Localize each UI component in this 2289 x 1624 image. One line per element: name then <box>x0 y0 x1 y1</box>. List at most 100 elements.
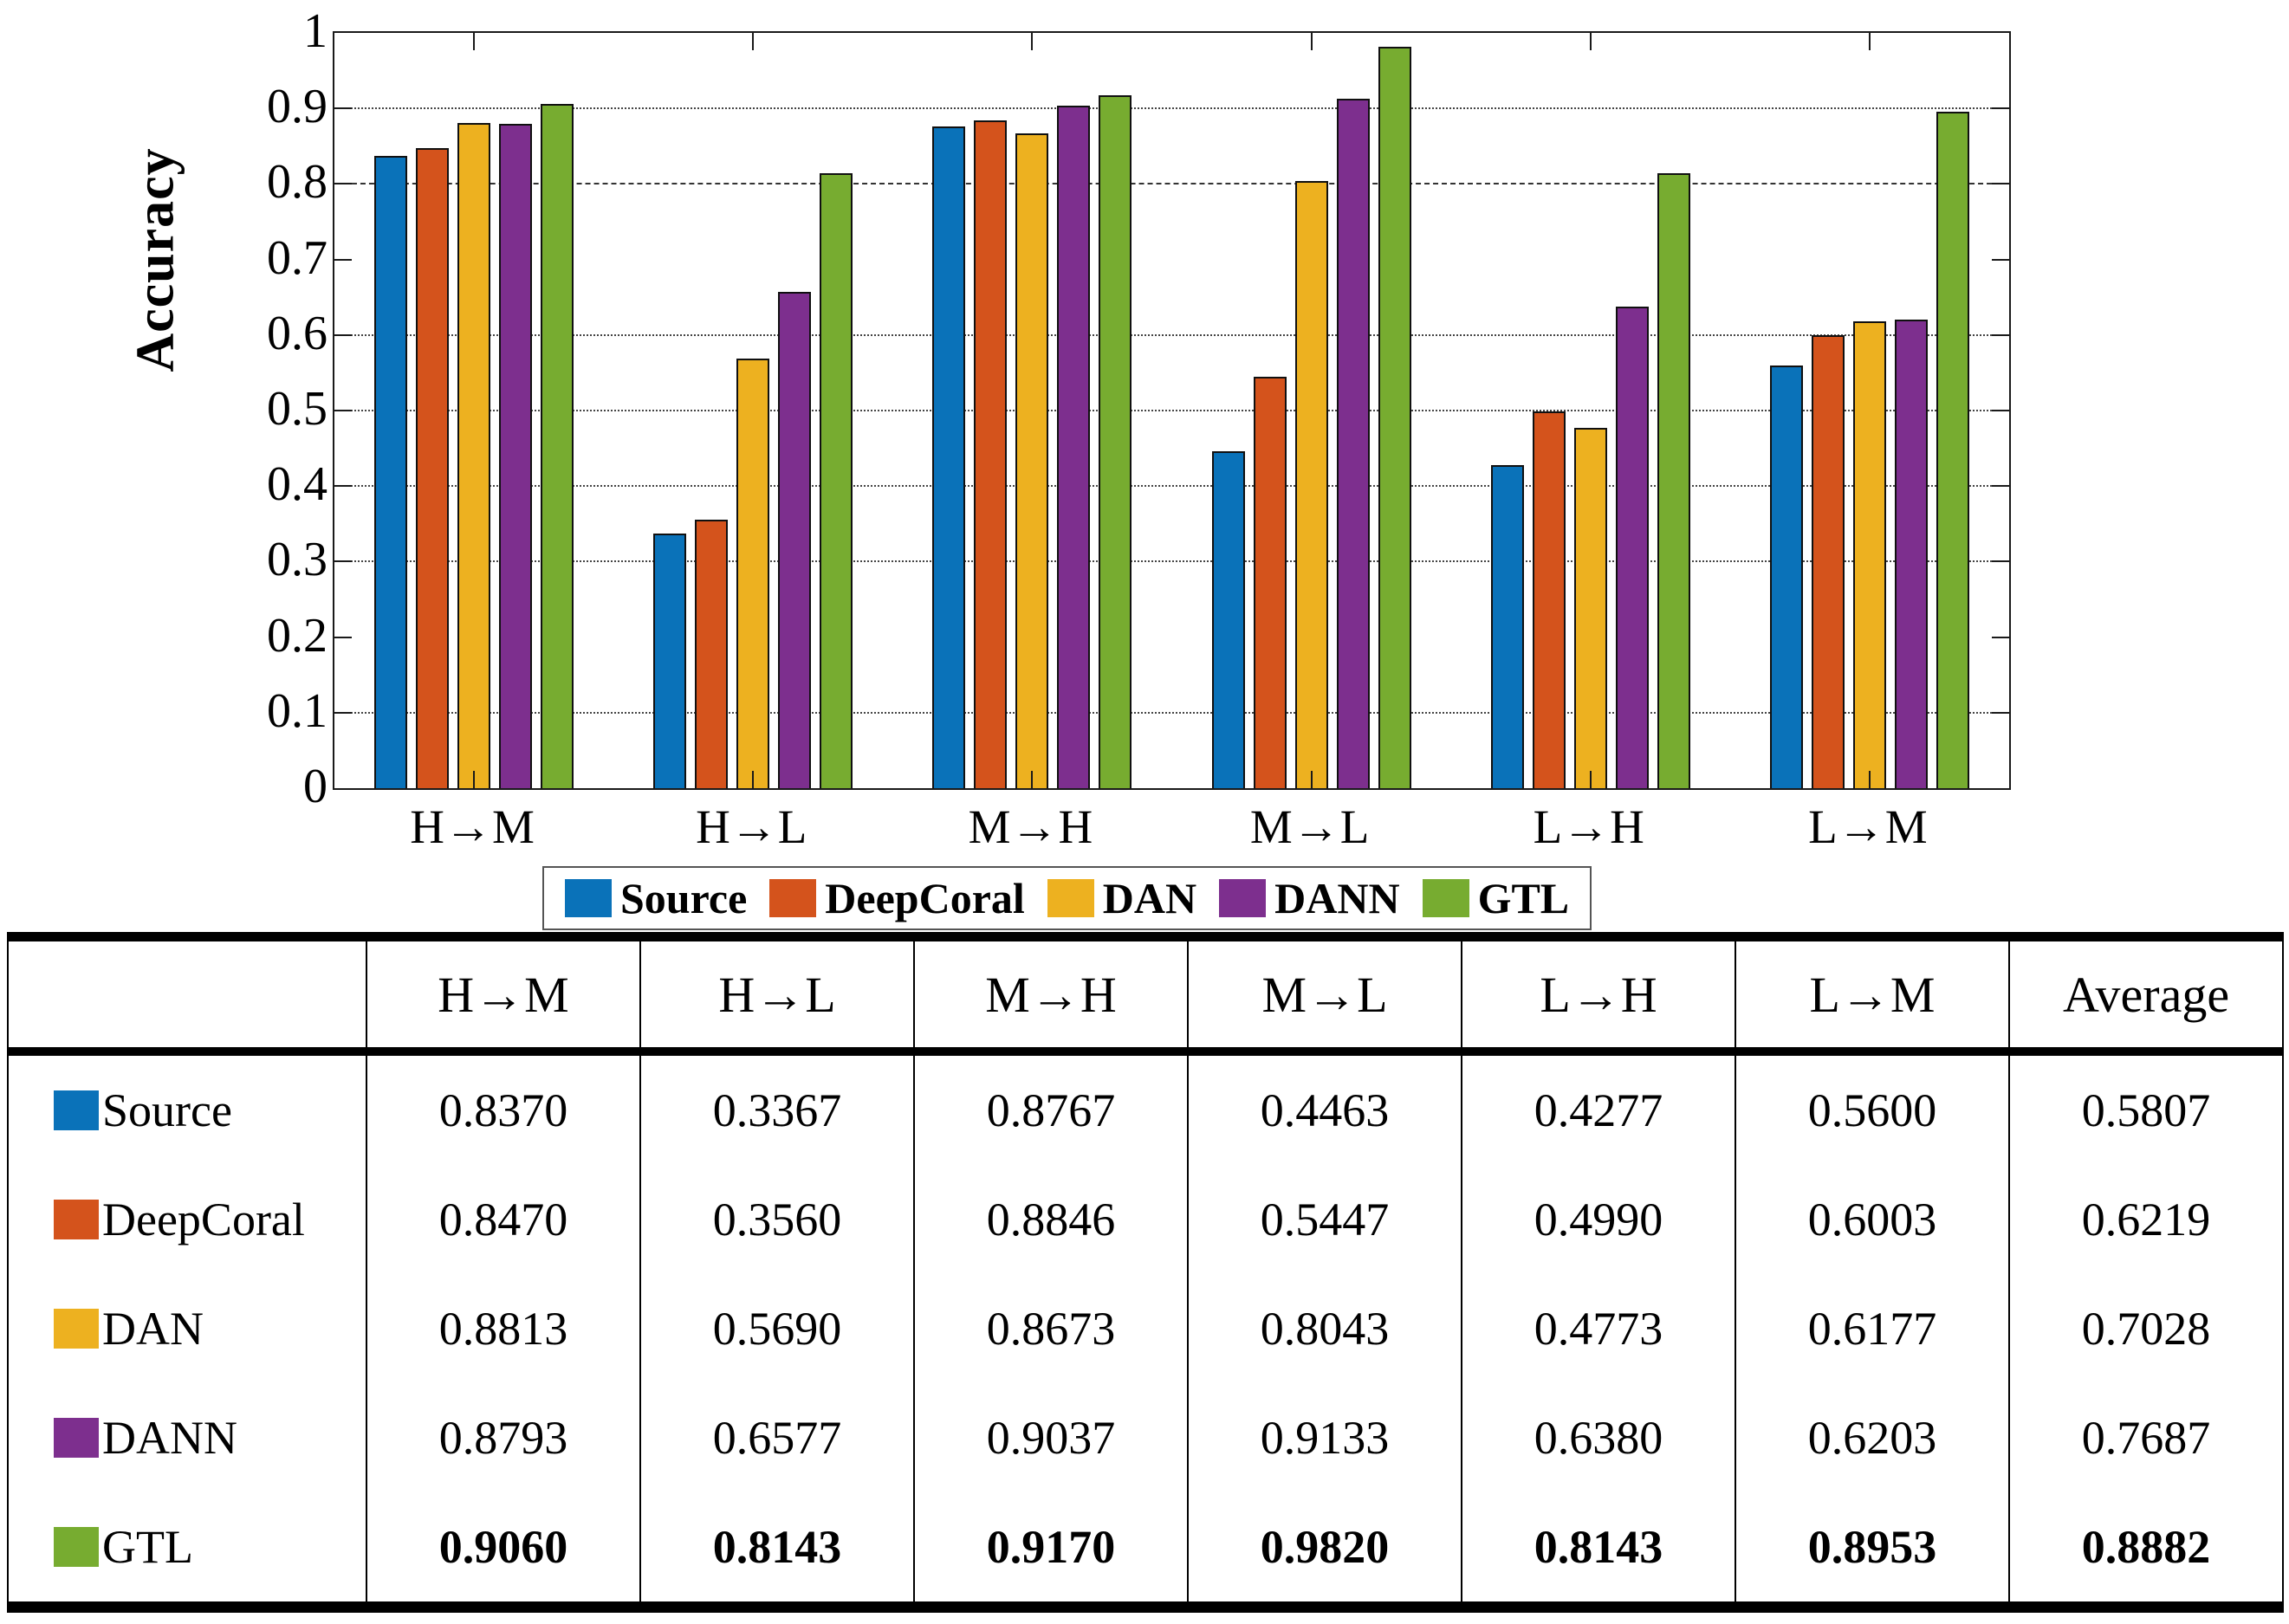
cell-dann-lh: 0.6380 <box>1461 1383 1735 1492</box>
table-header-hm: H→M <box>366 936 640 1056</box>
plot-area <box>333 31 2011 790</box>
results-table-header: H→M H→L M→H M→L L→H L→M Average <box>8 936 2283 1056</box>
table-row-dann: DANN 0.8793 0.6577 0.9037 0.9133 0.6380 0.6203… <box>8 1383 2283 1492</box>
y-tick-left-0.8 <box>334 183 352 185</box>
bar-gtl-hl <box>820 172 853 788</box>
x-tick-bottom-lh <box>1589 771 1592 788</box>
bar-deepcoral-ml <box>1253 377 1287 788</box>
cell-dan-hm: 0.8813 <box>366 1274 640 1383</box>
y-tick-right-0.1 <box>1992 711 2009 714</box>
bar-deepcoral-hm <box>416 148 450 788</box>
x-tick-label-mh: M→H <box>968 800 1093 853</box>
y-tick-left-0.6 <box>334 333 352 336</box>
cell-deepcoral-hm: 0.8470 <box>366 1165 640 1274</box>
row-label-text-deepcoral: DeepCoral <box>102 1194 305 1245</box>
y-tick-left-0.1 <box>334 711 352 714</box>
cell-gtl-lh: 0.8143 <box>1461 1492 1735 1608</box>
x-tick-top-lh <box>1589 33 1592 50</box>
table-header-lh: L→H <box>1461 936 1735 1056</box>
legend-label-gtl: GTL <box>1477 874 1570 922</box>
y-tick-right-0.7 <box>1992 258 2009 261</box>
table-row-deepcoral: DeepCoral 0.8470 0.3560 0.8846 0.5447 0.4990 0… <box>8 1165 2283 1274</box>
cell-source-lm: 0.5600 <box>1735 1051 2009 1165</box>
cell-dann-lm: 0.6203 <box>1735 1383 2009 1492</box>
row-label-deepcoral: DeepCoral <box>9 1193 366 1246</box>
legend-swatch-dan-icon <box>1047 879 1094 917</box>
cell-gtl-lm: 0.8953 <box>1735 1492 2009 1608</box>
legend-label-deepcoral: DeepCoral <box>825 874 1025 922</box>
bar-deepcoral-lh <box>1532 411 1566 788</box>
y-tick-right-0.9 <box>1992 107 2009 110</box>
table-row-gtl: GTL 0.9060 0.8143 0.9170 0.9820 0.8143 0.8953 0… <box>8 1492 2283 1608</box>
row-label-cell-deepcoral: DeepCoral <box>8 1165 366 1274</box>
legend-item-deepcoral: DeepCoral <box>769 877 1025 920</box>
y-tick-right-0.4 <box>1992 485 2009 488</box>
bar-source-hl <box>653 534 687 788</box>
x-tick-label-hm: H→M <box>410 800 535 853</box>
cell-source-hm: 0.8370 <box>366 1051 640 1165</box>
bar-source-hm <box>374 156 408 788</box>
cell-deepcoral-ml: 0.5447 <box>1187 1165 1462 1274</box>
bar-dan-ml <box>1294 180 1328 788</box>
bar-dann-hl <box>778 291 812 788</box>
row-label-text-dann: DANN <box>102 1412 237 1464</box>
cell-source-average: 0.5807 <box>2008 1051 2283 1165</box>
row-label-text-source: Source <box>102 1084 232 1136</box>
bar-deepcoral-lm <box>1811 334 1845 788</box>
legend-label-dan: DAN <box>1102 874 1197 922</box>
table-header-hl: H→L <box>639 936 914 1056</box>
y-tick-left-0.5 <box>334 410 352 411</box>
cell-dann-average: 0.7687 <box>2008 1383 2283 1492</box>
y-tick-label-0.5: 0.5 <box>267 382 327 436</box>
x-tick-top-lm <box>1868 33 1871 50</box>
y-tick-left-0.3 <box>334 560 352 563</box>
row-label-cell-dan: DAN <box>8 1274 366 1383</box>
bar-source-mh <box>932 126 966 788</box>
y-tick-label-0.8: 0.8 <box>267 155 327 210</box>
x-tick-bottom-hl <box>752 771 755 788</box>
table-row-dan: DAN 0.8813 0.5690 0.8673 0.8043 0.4773 0.6177 0… <box>8 1274 2283 1383</box>
cell-dan-lh: 0.4773 <box>1461 1274 1735 1383</box>
legend-item-gtl: GTL <box>1422 874 1570 922</box>
y-tick-left-0.9 <box>334 107 352 110</box>
gridline-0.6 <box>334 333 2009 336</box>
legend-swatch-dann-icon <box>1219 879 1267 917</box>
bar-gtl-lm <box>1936 112 1969 788</box>
row-swatch-dan-icon <box>54 1309 99 1349</box>
row-label-gtl: GTL <box>9 1520 366 1574</box>
cell-deepcoral-lh: 0.4990 <box>1461 1165 1735 1274</box>
bar-deepcoral-mh <box>974 120 1008 788</box>
bar-dan-mh <box>1015 133 1049 788</box>
row-swatch-gtl-icon <box>54 1527 99 1567</box>
cell-deepcoral-lm: 0.6003 <box>1735 1165 2009 1274</box>
y-tick-left-0.2 <box>334 636 352 638</box>
x-tick-label-hl: H→L <box>696 800 807 853</box>
x-tick-top-ml <box>1310 33 1313 50</box>
bar-gtl-hm <box>541 103 574 788</box>
row-swatch-deepcoral-icon <box>54 1200 99 1239</box>
x-tick-bottom-lm <box>1868 771 1871 788</box>
cell-source-mh: 0.8767 <box>913 1051 1188 1165</box>
gridline-0.3 <box>334 560 2009 563</box>
bar-dan-hl <box>736 358 770 788</box>
y-tick-right-0.5 <box>1992 410 2009 411</box>
legend-label-dann: DANN <box>1274 874 1400 922</box>
bar-source-lh <box>1490 465 1524 788</box>
cell-dan-average: 0.7028 <box>2008 1274 2283 1383</box>
cell-dann-hm: 0.8793 <box>366 1383 640 1492</box>
bar-dann-lh <box>1615 306 1649 788</box>
cell-deepcoral-hl: 0.3560 <box>639 1165 914 1274</box>
table-header-mh: M→H <box>913 936 1188 1056</box>
row-swatch-dann-icon <box>54 1418 99 1458</box>
cell-deepcoral-mh: 0.8846 <box>913 1165 1188 1274</box>
bar-dann-mh <box>1057 105 1091 788</box>
gridline-0.4 <box>334 485 2009 488</box>
cell-dan-mh: 0.8673 <box>913 1274 1188 1383</box>
y-tick-right-0.8 <box>1992 183 2009 185</box>
gridline-0.8 <box>334 183 2009 185</box>
bar-source-ml <box>1211 450 1245 788</box>
row-label-dann: DANN <box>9 1411 366 1465</box>
cell-dan-lm: 0.6177 <box>1735 1274 2009 1383</box>
table-corner-cell <box>8 936 366 1056</box>
